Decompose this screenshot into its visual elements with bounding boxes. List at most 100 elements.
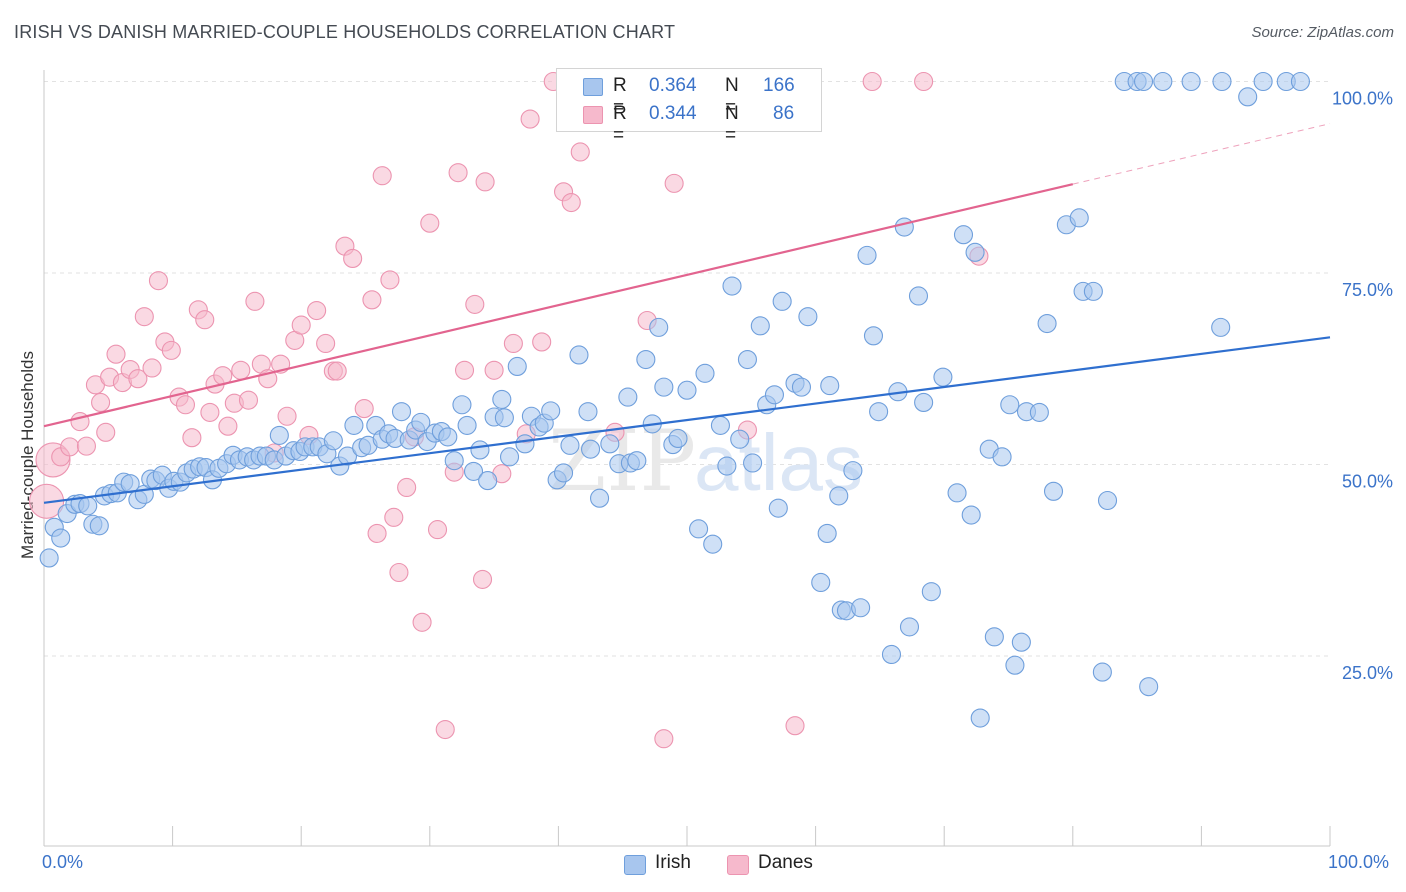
irish-point bbox=[857, 245, 877, 265]
irish-r-label: R = bbox=[613, 75, 627, 118]
danes-point bbox=[389, 562, 409, 583]
irish-point bbox=[1011, 632, 1031, 652]
irish-n-label: N = bbox=[725, 75, 739, 118]
irish-point bbox=[89, 516, 109, 536]
legend-irish-swatch bbox=[624, 855, 646, 875]
danes-point bbox=[142, 358, 162, 378]
danes-point bbox=[520, 109, 540, 129]
y-tick-label-75: 75.0% bbox=[1342, 280, 1393, 300]
irish-point bbox=[337, 446, 358, 466]
irish-point bbox=[703, 534, 723, 554]
danes-point bbox=[570, 142, 590, 162]
irish-point bbox=[654, 377, 674, 397]
irish-point bbox=[764, 385, 784, 405]
danes-point bbox=[316, 333, 336, 354]
danes-point bbox=[76, 436, 96, 456]
irish-point bbox=[411, 412, 431, 432]
irish-point bbox=[1133, 71, 1154, 92]
irish-points bbox=[39, 71, 1310, 728]
irish-point bbox=[618, 387, 638, 407]
irish-point bbox=[829, 486, 849, 506]
irish-point bbox=[772, 291, 792, 311]
irish-point bbox=[921, 582, 941, 602]
irish-point bbox=[710, 415, 730, 435]
danes-point bbox=[245, 291, 265, 311]
correlation-stats-box: R = 0.364 N = 166 R = 0.344 N = 86 bbox=[556, 68, 822, 146]
irish-point bbox=[811, 572, 831, 593]
irish-point bbox=[899, 617, 920, 637]
irish-n-value: 166 bbox=[763, 75, 795, 96]
irish-point bbox=[768, 498, 788, 518]
irish-point bbox=[717, 456, 737, 476]
irish-point bbox=[636, 350, 656, 370]
irish-point bbox=[323, 431, 343, 451]
irish-point bbox=[965, 242, 985, 262]
irish-point bbox=[914, 392, 934, 413]
irish-point bbox=[737, 350, 757, 370]
irish-point bbox=[457, 415, 477, 435]
irish-point bbox=[933, 367, 953, 387]
irish-point bbox=[39, 548, 59, 568]
danes-point bbox=[238, 390, 259, 410]
irish-point bbox=[51, 528, 71, 548]
irish-point bbox=[78, 496, 98, 516]
danes-point bbox=[384, 507, 404, 527]
irish-point bbox=[843, 461, 863, 481]
irish-point bbox=[560, 435, 580, 455]
irish-point bbox=[953, 225, 974, 245]
y-tick-label-25: 25.0% bbox=[1342, 663, 1393, 683]
danes-point bbox=[862, 71, 882, 92]
irish-point bbox=[627, 451, 647, 471]
danes-point bbox=[654, 729, 674, 749]
irish-point bbox=[1000, 395, 1020, 415]
danes-point bbox=[182, 428, 202, 448]
danes-swatch bbox=[583, 106, 603, 124]
irish-point bbox=[984, 627, 1004, 647]
danes-point bbox=[231, 360, 251, 380]
danes-point bbox=[435, 719, 455, 740]
irish-point bbox=[452, 395, 472, 415]
x-axis-ticks bbox=[43, 826, 1331, 846]
danes-point bbox=[91, 392, 111, 413]
irish-point bbox=[851, 598, 871, 618]
danes-point bbox=[503, 333, 523, 354]
irish-point bbox=[947, 483, 967, 503]
danes-trend-line bbox=[43, 183, 1074, 428]
danes-point bbox=[291, 315, 311, 335]
irish-point bbox=[668, 428, 688, 449]
irish-point bbox=[1037, 314, 1057, 334]
irish-point bbox=[478, 471, 498, 491]
irish-point bbox=[820, 376, 840, 396]
y-tick-label-50: 50.0% bbox=[1342, 472, 1393, 492]
irish-point bbox=[1097, 490, 1118, 511]
danes-point bbox=[343, 248, 363, 268]
danes-point bbox=[380, 270, 400, 290]
danes-point bbox=[561, 192, 581, 213]
chart-title: IRISH VS DANISH MARRIED-COUPLE HOUSEHOLD… bbox=[14, 22, 676, 42]
danes-point bbox=[397, 477, 417, 498]
danes-point bbox=[277, 406, 297, 426]
legend-danes-swatch bbox=[727, 855, 749, 875]
irish-point bbox=[1092, 662, 1112, 682]
danes-point bbox=[785, 716, 805, 736]
irish-point bbox=[470, 440, 490, 460]
irish-point bbox=[1153, 71, 1173, 92]
irish-point bbox=[578, 402, 598, 422]
x-tick-label-max: 100.0% bbox=[1328, 852, 1390, 872]
irish-point bbox=[992, 447, 1012, 467]
irish-point bbox=[1029, 402, 1049, 422]
irish-point bbox=[695, 363, 715, 383]
irish-point bbox=[569, 345, 589, 365]
danes-point bbox=[96, 422, 116, 442]
danes-trend-line-extension bbox=[1072, 123, 1331, 185]
irish-point bbox=[1005, 655, 1025, 675]
danes-n-value: 86 bbox=[773, 103, 795, 124]
danes-point bbox=[420, 213, 440, 233]
irish-point bbox=[499, 447, 520, 467]
irish-point bbox=[894, 217, 914, 237]
irish-point bbox=[438, 427, 458, 447]
irish-point bbox=[1181, 71, 1201, 92]
irish-point bbox=[1211, 317, 1231, 337]
legend-irish-label: Irish bbox=[655, 852, 691, 873]
danes-point bbox=[914, 71, 934, 92]
